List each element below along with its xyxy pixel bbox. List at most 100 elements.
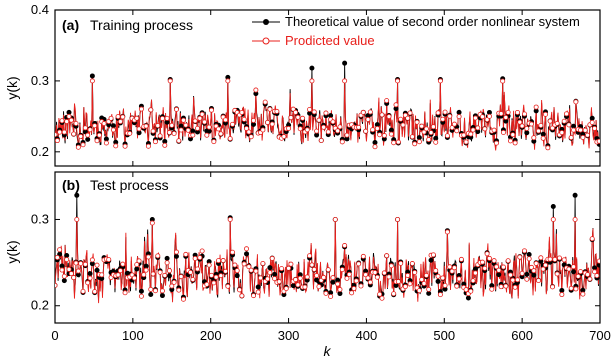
data-point-predicted [318,138,324,144]
data-point-theoretical [572,192,578,198]
data-point-predicted [365,275,371,281]
data-point-theoretical [66,109,72,115]
data-point-predicted [405,115,411,121]
data-point-theoretical [61,278,67,284]
data-point-predicted [512,140,518,146]
data-point-theoretical [559,287,565,293]
data-point-predicted [244,125,250,131]
data-point-predicted [274,108,280,114]
data-point-predicted [117,268,123,274]
data-point-predicted [316,117,322,123]
data-point-predicted [173,249,179,255]
data-point-predicted [510,277,516,283]
data-point-predicted [543,262,549,268]
data-point-predicted [166,130,172,136]
data-point-theoretical [134,266,140,272]
data-point-predicted [145,254,151,260]
data-point-predicted [302,284,308,290]
data-point-predicted [332,216,338,222]
data-point-predicted [442,109,448,115]
data-point-predicted [66,266,72,272]
data-point-predicted [64,257,70,263]
data-point-predicted [363,128,369,134]
data-point-predicted [381,133,387,139]
data-point-predicted [386,274,392,280]
panel-test: 0.2 0.3 0 100 200 300 400 500 600 700 (b) Test p… [4,171,611,359]
data-point-predicted [241,261,247,267]
data-point-predicted [227,136,233,142]
data-point-predicted [407,281,413,287]
data-point-predicted [223,117,229,123]
data-point-predicted [519,270,525,276]
data-point-predicted [199,111,205,117]
data-point-predicted [94,262,100,268]
data-point-predicted [514,277,520,283]
data-point-predicted [82,261,88,267]
data-point-predicted [176,287,182,293]
data-point-predicted [479,259,485,265]
data-point-predicted [592,125,598,131]
data-point-predicted [468,131,474,137]
data-point-predicted [528,264,534,270]
data-point-theoretical [244,251,250,257]
data-point-predicted [286,265,292,271]
data-point-predicted [517,254,523,260]
data-point-predicted [557,255,563,261]
data-point-predicted [395,279,401,285]
data-point-predicted [183,251,189,257]
data-point-predicted [269,121,275,127]
data-point-predicted [370,127,376,133]
data-point-predicted [80,142,86,148]
data-point-predicted [388,263,394,269]
data-point-predicted [141,272,147,278]
data-point-predicted [311,109,317,115]
data-point-predicted [89,257,95,263]
data-point-theoretical [426,290,432,296]
data-point-predicted [113,143,119,149]
data-point-predicted [395,216,401,222]
data-point-theoretical [526,251,532,257]
data-point-theoretical [255,284,261,290]
data-point-predicted [580,134,586,140]
data-point-predicted [307,106,313,112]
data-point-predicted [197,255,203,261]
data-point-predicted [596,138,600,144]
data-point-predicted [491,127,497,133]
data-point-predicted [241,116,247,122]
data-point-predicted [223,268,229,274]
data-point-predicted [571,127,577,133]
data-point-predicted [353,278,359,284]
data-point-predicted [108,115,114,121]
data-point-predicted [451,121,457,127]
data-point-predicted [503,283,509,289]
data-point-predicted [148,107,154,113]
data-point-predicted [201,119,207,125]
data-point-predicted [498,284,504,290]
data-point-theoretical [465,295,471,301]
data-point-theoretical [190,128,196,134]
data-point-predicted [190,132,196,138]
data-point-predicted [421,280,427,286]
data-point-predicted [295,114,301,120]
data-point-predicted [152,288,158,294]
data-point-predicted [99,272,105,278]
data-point-predicted [101,121,107,127]
data-point-predicted [120,261,126,267]
data-point-predicted [164,115,170,121]
data-point-predicted [498,111,504,117]
data-point-predicted [185,127,191,133]
data-point-predicted [258,275,264,281]
data-point-predicted [454,283,460,289]
data-point-predicted [192,255,198,261]
data-point-predicted [138,293,144,299]
data-point-theoretical [166,273,172,279]
data-point-predicted [288,261,294,267]
data-point-predicted [419,277,425,283]
data-point-predicted [255,289,261,295]
panel-b-title: Test process [90,177,169,193]
data-point-predicted [384,253,390,259]
data-point-predicted [367,279,373,285]
data-point-predicted [437,292,443,298]
data-point-theoretical [267,265,273,271]
data-point-predicted [351,286,357,292]
